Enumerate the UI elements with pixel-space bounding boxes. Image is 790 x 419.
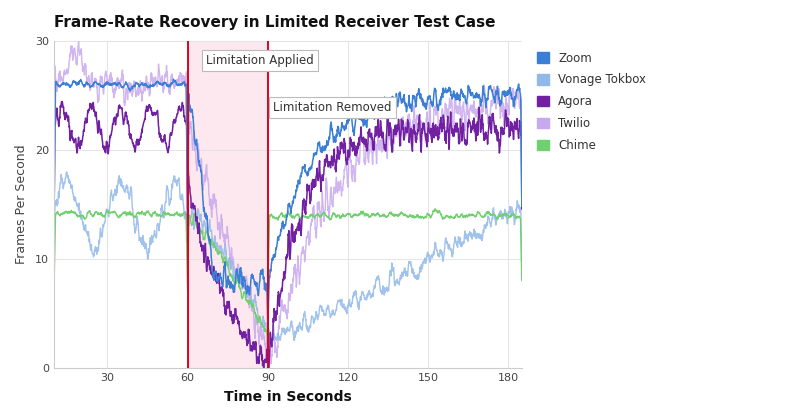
Text: Limitation Removed: Limitation Removed <box>273 101 392 114</box>
Bar <box>187 41 268 368</box>
Text: Limitation Applied: Limitation Applied <box>206 54 314 67</box>
Text: Frame-Rate Recovery in Limited Receiver Test Case: Frame-Rate Recovery in Limited Receiver … <box>54 15 495 30</box>
Legend: Zoom, Vonage Tokbox, Agora, Twilio, Chime: Zoom, Vonage Tokbox, Agora, Twilio, Chim… <box>532 47 651 157</box>
X-axis label: Time in Seconds: Time in Seconds <box>224 390 352 404</box>
Y-axis label: Frames Per Second: Frames Per Second <box>15 145 28 264</box>
